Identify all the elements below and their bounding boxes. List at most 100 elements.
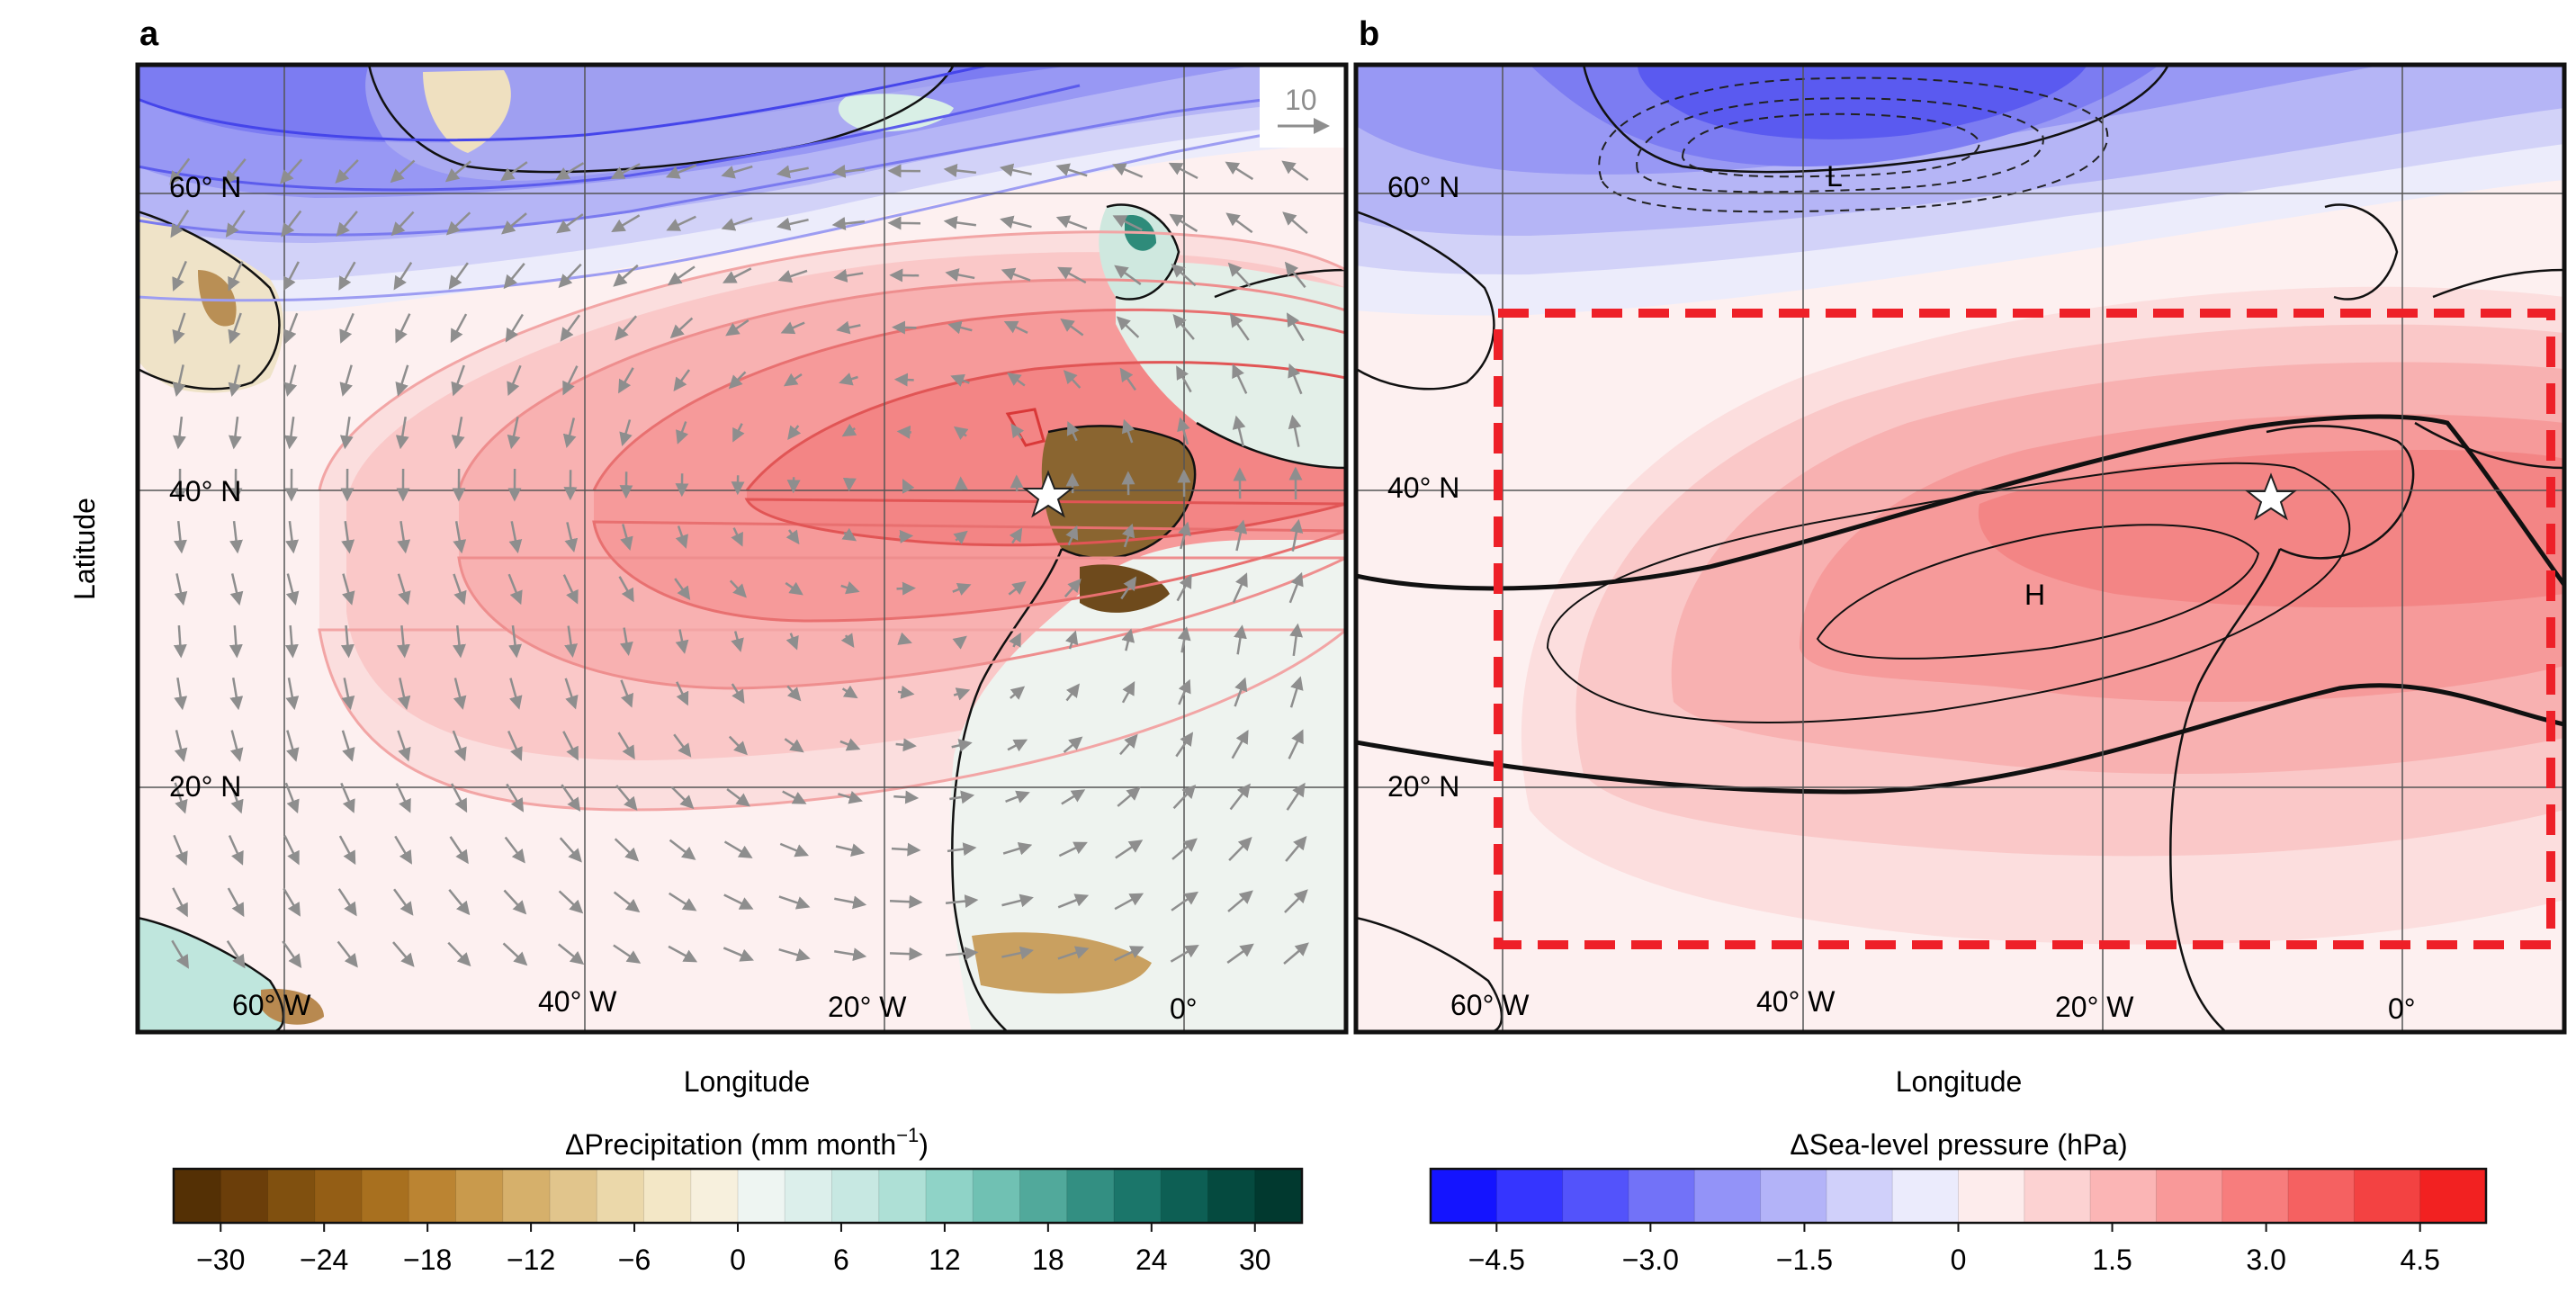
panel-a-lat-tick-40: 40° N <box>169 475 241 507</box>
wind-vector <box>785 529 800 545</box>
precip-colorbar-tick-label: 0 <box>730 1244 746 1276</box>
precip-colorbar-swatch <box>926 1169 974 1223</box>
wind-vector <box>1010 423 1025 440</box>
wind-vector <box>728 735 748 756</box>
panel-b-label: b <box>1359 15 1379 53</box>
panel-a-lon-tick-0: 0° <box>1170 992 1198 1025</box>
wind-vector <box>889 947 923 961</box>
slp-colorbar-swatch <box>2024 1169 2091 1223</box>
wind-vector <box>674 578 691 601</box>
wind-vector <box>449 836 469 865</box>
wind-vector <box>902 478 915 494</box>
wind-vector <box>729 579 747 598</box>
wind-vector <box>504 836 525 864</box>
wind-vector <box>618 367 634 394</box>
slp-colorbar-swatch <box>1496 1169 1564 1223</box>
wind-vector <box>897 685 915 699</box>
wind-vector <box>1282 211 1308 235</box>
wind-vector <box>226 940 246 969</box>
wind-vector <box>1003 320 1028 335</box>
wind-vector <box>1177 417 1190 445</box>
slp-colorbar-tick-label: −1.5 <box>1776 1244 1833 1276</box>
precip-colorbar-swatch <box>314 1169 363 1223</box>
wind-vector <box>1055 163 1088 177</box>
wind-vector <box>397 521 411 554</box>
precip-colorbar-swatch <box>455 1169 504 1223</box>
wind-vector <box>555 162 585 181</box>
wind-vector <box>838 790 863 804</box>
wind-vector <box>1232 572 1248 604</box>
precip-colorbar-swatch <box>1019 1169 1068 1223</box>
wind-vector <box>1234 677 1248 707</box>
wind-vector <box>620 524 633 551</box>
wind-vector <box>174 782 188 814</box>
wind-vector <box>1288 729 1304 759</box>
wind-vector <box>841 423 857 437</box>
wind-vector <box>1060 319 1084 337</box>
wind-vector <box>444 160 471 183</box>
wind-vector <box>173 624 187 659</box>
wind-vector <box>390 211 415 237</box>
wind-vector <box>952 635 967 650</box>
wind-vector <box>229 624 243 659</box>
wind-vector <box>778 948 811 962</box>
wind-vector <box>1063 736 1083 753</box>
wind-vector <box>283 416 298 450</box>
wind-vector <box>721 217 753 231</box>
precip-colorbar-tick-label: 12 <box>929 1244 961 1276</box>
wind-vector <box>341 678 355 711</box>
precip-colorbar-swatch <box>220 1169 268 1223</box>
wind-vector <box>1288 363 1303 395</box>
wind-vector <box>673 369 691 391</box>
wind-vector <box>731 631 744 652</box>
wind-vector <box>507 730 523 761</box>
wind-vector <box>839 373 858 386</box>
wind-vector <box>893 373 914 387</box>
wind-vector <box>224 158 247 185</box>
wind-vector <box>395 313 411 344</box>
panel-a-frame <box>135 62 1349 1035</box>
slp-colorbar-tick-label: 0 <box>1951 1244 1967 1276</box>
wind-vector <box>393 261 413 291</box>
wind-vector <box>170 210 190 238</box>
wind-vector <box>1064 579 1082 597</box>
wind-vector <box>723 840 753 858</box>
wind-vector <box>1001 893 1034 908</box>
wind-vector <box>721 165 753 179</box>
precip-colorbar-swatch <box>1066 1169 1115 1223</box>
wind-vector <box>283 364 298 397</box>
wind-vector <box>503 889 527 915</box>
wind-vector <box>889 268 920 283</box>
wind-vector <box>669 317 694 339</box>
wind-vector <box>507 417 521 450</box>
wind-vector <box>1226 943 1254 964</box>
wind-vector <box>896 425 911 439</box>
wind-vector <box>283 835 300 866</box>
wind-vector <box>613 264 639 287</box>
wind-vector <box>1061 789 1086 805</box>
wind-vector <box>338 835 356 866</box>
wind-vector <box>953 426 969 440</box>
wind-vector <box>1288 571 1304 604</box>
wind-vector <box>396 624 410 659</box>
iberia-land <box>1041 426 1196 559</box>
wind-vector <box>395 417 409 450</box>
wind-vector <box>668 945 698 963</box>
wind-vector <box>1121 628 1135 651</box>
wind-vector <box>174 520 187 554</box>
wind-vector <box>784 738 804 753</box>
wind-vector <box>1171 891 1198 911</box>
wind-vector <box>1010 686 1026 700</box>
wind-vector <box>285 573 300 606</box>
wind-vector <box>171 939 189 969</box>
wind-vector <box>225 210 246 238</box>
precip-colorbar-swatch <box>973 1169 1020 1223</box>
wind-vector <box>896 581 916 596</box>
wind-vector <box>1227 262 1252 288</box>
wind-vector <box>1066 420 1080 442</box>
wind-vector <box>341 573 355 606</box>
wind-vector <box>508 521 523 554</box>
wind-vector <box>1065 525 1079 546</box>
wind-vector <box>945 894 979 908</box>
wind-vector <box>1002 841 1033 856</box>
